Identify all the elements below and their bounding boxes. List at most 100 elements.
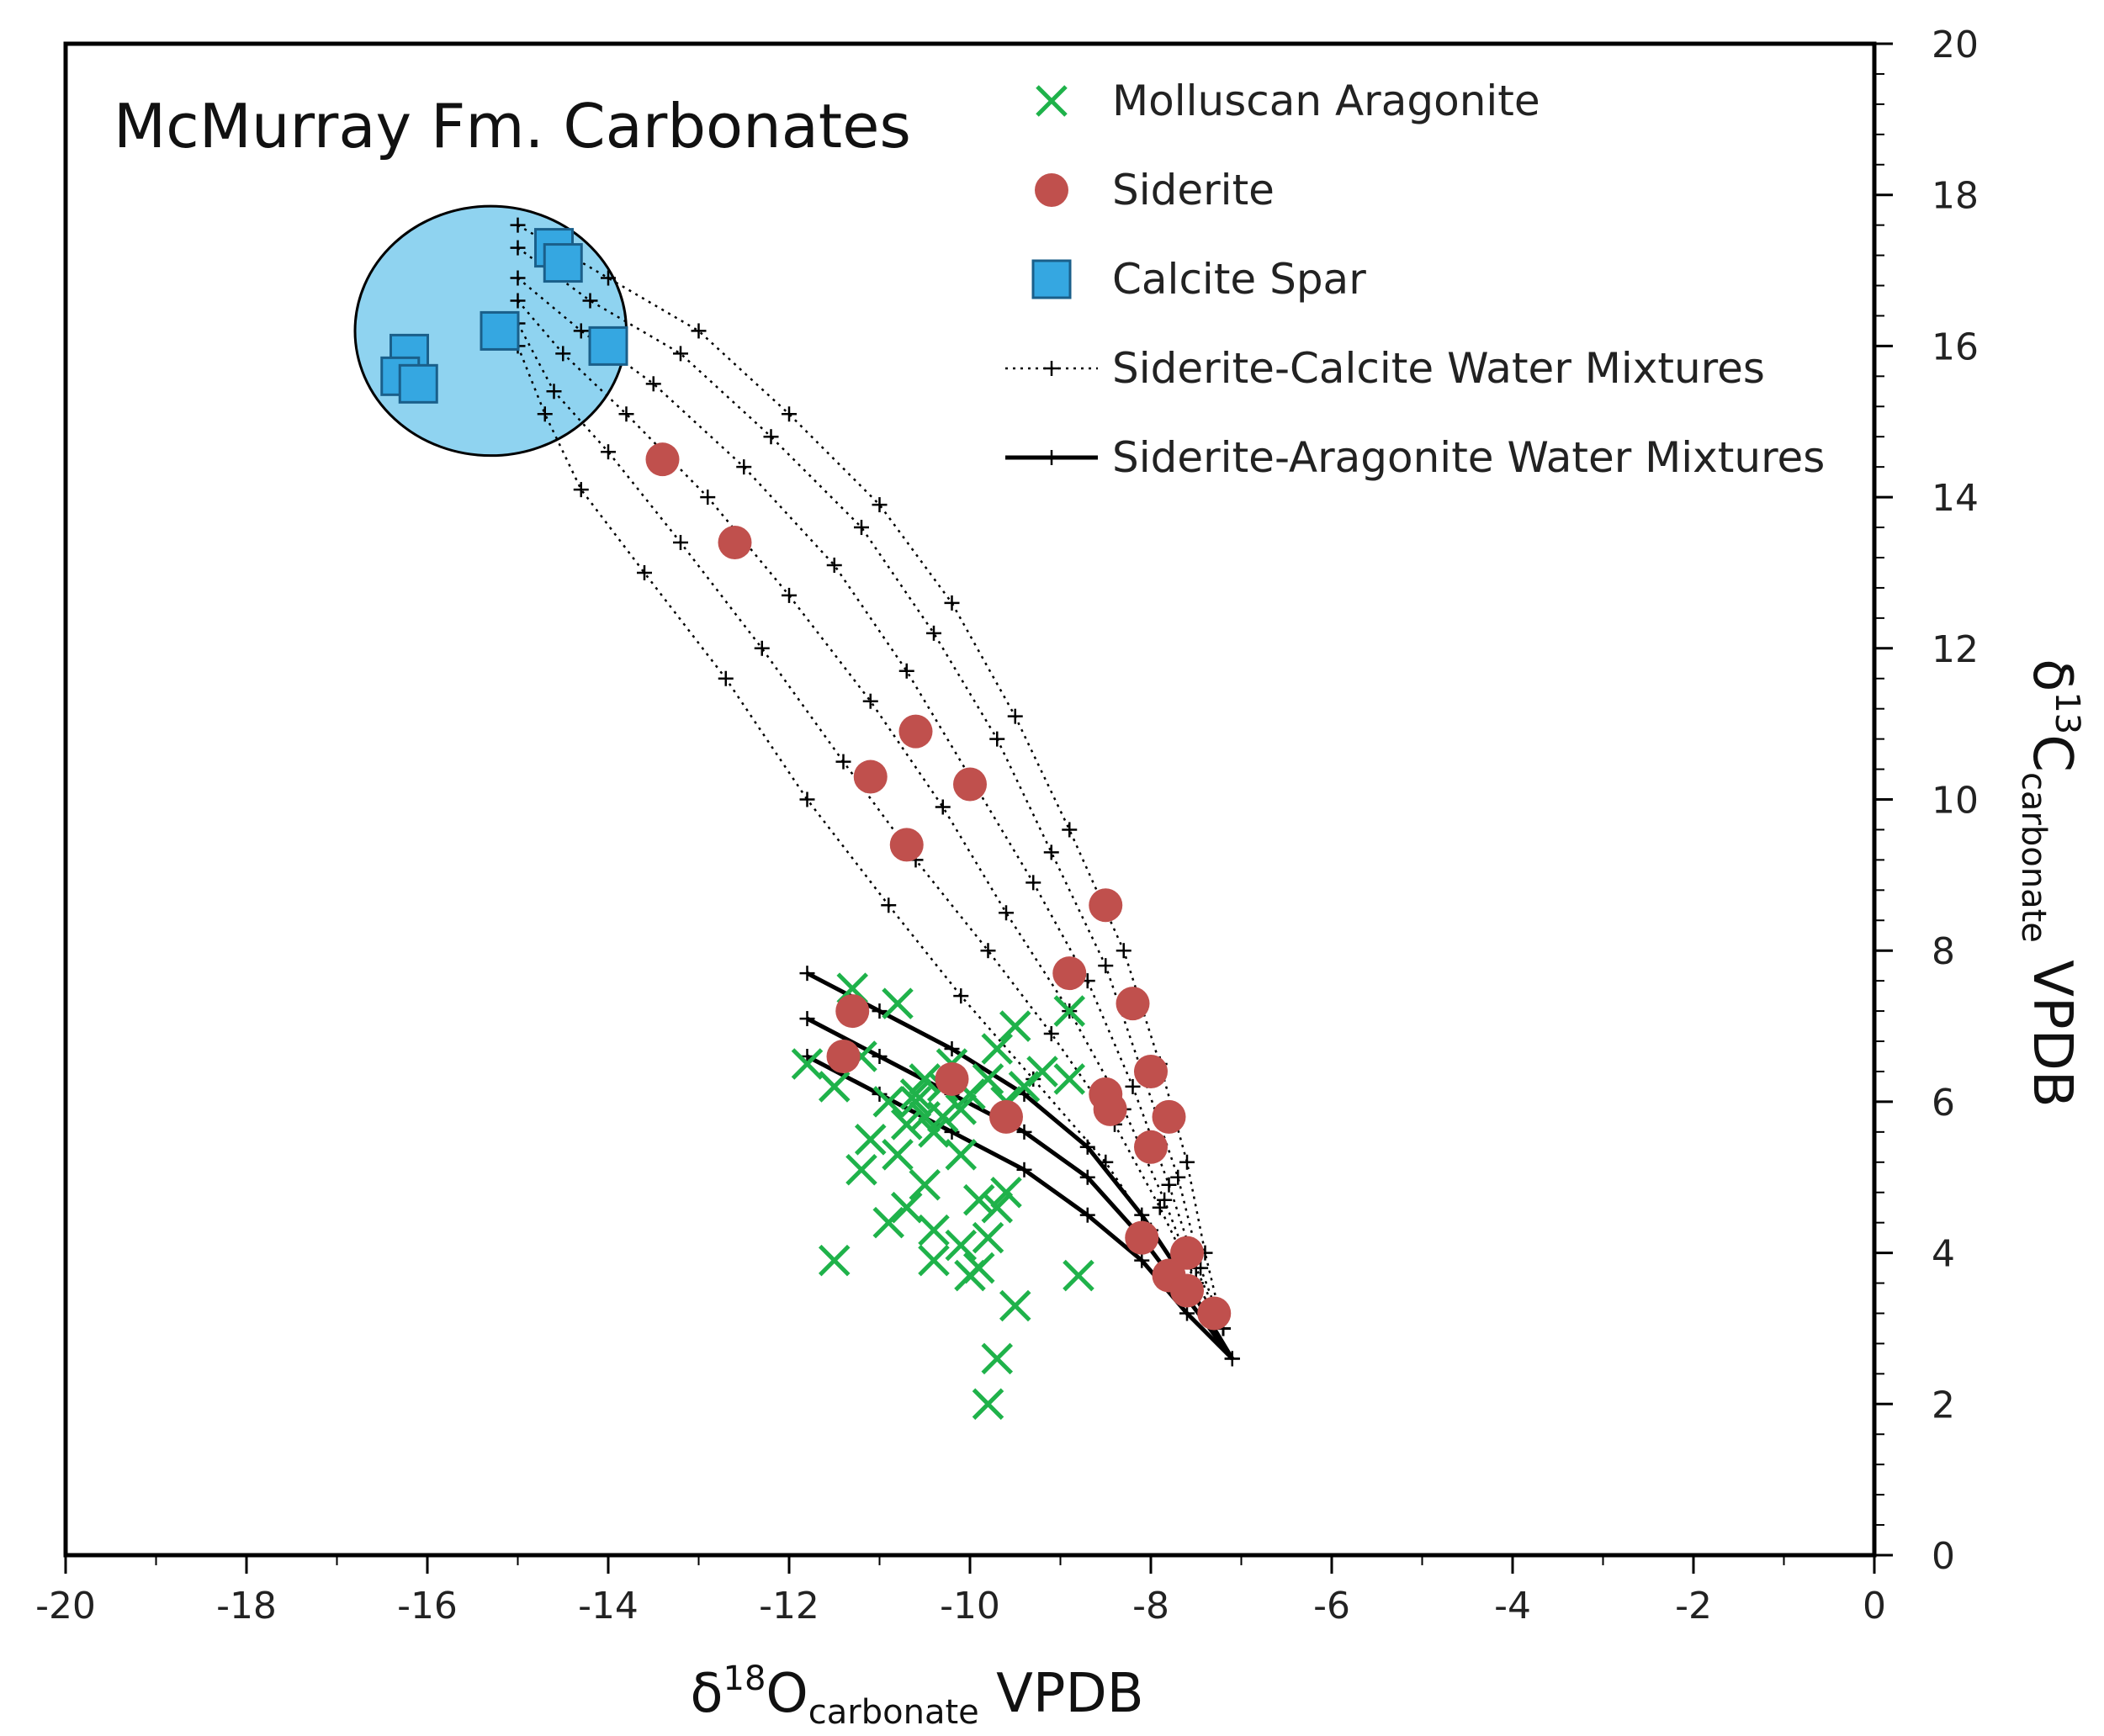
siderite-point <box>898 714 933 749</box>
siderite-calcite-curve-marker <box>999 905 1014 921</box>
siderite-calcite-curve-marker <box>799 791 815 807</box>
x-axis-title-suffix: VPDB <box>979 1663 1144 1725</box>
molluscan-aragonite-point-b <box>818 1244 851 1277</box>
x-tick-label: -6 <box>1313 1585 1350 1628</box>
legend-label: Siderite <box>1112 166 1275 214</box>
molluscan-aragonite-point-b <box>899 1086 932 1118</box>
mixing-curves-layer <box>510 217 1240 1367</box>
siderite-aragonite-curve-marker <box>1134 1252 1150 1268</box>
siderite-calcite-curve-marker <box>1170 1169 1186 1185</box>
siderite-aragonite-curve-marker <box>944 1041 960 1057</box>
siderite-calcite-curve-marker <box>573 482 589 498</box>
molluscan-aragonite-point <box>962 1183 995 1216</box>
siderite-calcite-curve-marker <box>898 663 914 679</box>
x-axis-title-element: O <box>766 1663 808 1725</box>
siderite-calcite-curve-marker <box>546 384 562 400</box>
siderite-calcite-curve-marker <box>953 988 969 1004</box>
molluscan-aragonite-point <box>909 1063 941 1095</box>
y-tick-label: 20 <box>1932 24 1979 66</box>
x-axis-title-sup: 18 <box>723 1659 766 1698</box>
siderite-aragonite-curve-marker <box>1224 1351 1240 1367</box>
siderite-point <box>935 1061 969 1096</box>
siderite-point <box>645 442 680 477</box>
molluscan-aragonite-point <box>818 1071 851 1103</box>
siderite-point <box>1152 1099 1186 1134</box>
chart-title: McMurray Fm. Carbonates <box>114 91 911 161</box>
molluscan-aragonite-point-b <box>981 1342 1014 1375</box>
molluscan-aragonite-point <box>972 1221 1004 1254</box>
siderite-calcite-curve-marker <box>700 490 716 505</box>
siderite-calcite-curve-marker <box>862 693 878 709</box>
siderite-point <box>1197 1296 1232 1331</box>
siderite-point <box>853 760 888 794</box>
calcite-spar-point <box>588 326 628 366</box>
legend-symbol-plus <box>1044 450 1059 465</box>
y-tick-label: 8 <box>1932 930 1955 973</box>
legend-symbol-siderite <box>1035 173 1068 207</box>
legend-item-siderite: Siderite <box>1035 166 1275 214</box>
molluscan-aragonite-point <box>1053 995 1086 1027</box>
y-tick-label: 10 <box>1932 780 1979 823</box>
molluscan-aragonite-point <box>972 1063 1004 1095</box>
siderite-calcite-curve-marker <box>782 587 797 603</box>
siderite-calcite-curve-marker <box>872 497 888 513</box>
legend-label: Molluscan Aragonite <box>1112 77 1540 125</box>
siderite-aragonite-curve-marker <box>1079 1169 1095 1185</box>
siderite-aragonite-curve-marker <box>1179 1305 1195 1321</box>
y-axis-title-prefix: δ <box>2021 659 2083 691</box>
siderite-calcite-curve-marker <box>763 429 779 445</box>
y-axis: 0 2 4 6 8 10 12 14 16 18 20 <box>1874 24 1979 1578</box>
siderite-calcite-curve-marker <box>1161 1177 1177 1193</box>
siderite-calcite-curve-marker <box>826 557 842 573</box>
siderite-aragonite-curve-marker <box>1134 1207 1150 1223</box>
legend-symbol-molluscan-aragonite-b <box>1036 85 1068 117</box>
siderite-point <box>889 828 924 862</box>
molluscan-aragonite-point-b <box>945 1093 978 1125</box>
molluscan-aragonite-point-b <box>872 1086 905 1118</box>
molluscan-aragonite-point <box>1063 1259 1094 1292</box>
molluscan-aragonite-point-b <box>1053 995 1086 1027</box>
molluscan-aragonite-point-b <box>990 1176 1022 1209</box>
molluscan-aragonite-point-b <box>899 1078 932 1110</box>
siderite-calcite-curve-marker <box>573 323 589 339</box>
y-tick-label: 6 <box>1932 1082 1955 1125</box>
molluscan-aragonite-point <box>981 1033 1014 1065</box>
x-tick-label: -20 <box>35 1585 96 1628</box>
molluscan-aragonite-point-b <box>882 1139 914 1171</box>
x-tick-label: -12 <box>759 1585 819 1628</box>
y-tick-label: 12 <box>1932 628 1979 671</box>
siderite-calcite-curve-marker <box>754 640 770 656</box>
siderite-point <box>718 526 752 560</box>
molluscan-aragonite-point <box>890 1109 923 1141</box>
y-tick-label: 16 <box>1932 326 1979 368</box>
y-axis-title: δ13Ccarbonate VPDB <box>2014 659 2086 1108</box>
legend-item-molluscan-aragonite: Molluscan Aragonite <box>1036 77 1540 125</box>
x-tick-label: -10 <box>940 1585 1000 1628</box>
legend-item-calcite-spar: Calcite Spar <box>1031 255 1366 304</box>
siderite-calcite-curve-marker <box>618 406 634 422</box>
molluscan-aragonite-point-b <box>882 987 914 1019</box>
siderite-calcite-curve-marker <box>537 406 553 422</box>
siderite-calcite-curve-marker <box>582 293 598 309</box>
siderite-calcite-curve-marker <box>881 897 897 913</box>
siderite-point <box>1093 1092 1127 1126</box>
siderite-calcite-curve-marker <box>835 754 851 770</box>
siderite-aragonite-curve-marker <box>799 966 815 982</box>
siderite-calcite-curve-marker <box>1026 875 1041 891</box>
y-axis-title-sub: carbonate <box>2014 772 2053 943</box>
molluscan-aragonite-point <box>918 1214 950 1246</box>
siderite-aragonite-curve-marker <box>799 1011 815 1027</box>
molluscan-aragonite-point-b <box>890 1109 923 1141</box>
siderite-point <box>1089 888 1123 923</box>
legend-item-siderite-calcite-water-mixtures: Siderite-Calcite Water Mixtures <box>1005 344 1765 393</box>
siderite-aragonite-curve-marker <box>1079 1139 1095 1155</box>
molluscan-aragonite-point-b <box>909 1063 941 1095</box>
molluscan-aragonite-point-b <box>918 1244 950 1277</box>
siderite-point <box>953 767 987 802</box>
x-axis-title: δ18Ocarbonate VPDB <box>690 1659 1143 1732</box>
legend-label: Calcite Spar <box>1112 255 1366 304</box>
siderite-calcite-curve-marker <box>1152 1199 1168 1215</box>
molluscan-aragonite-point <box>990 1176 1022 1209</box>
molluscan-aragonite-point <box>945 1229 978 1262</box>
siderite-aragonite-curve-marker <box>872 1003 888 1019</box>
